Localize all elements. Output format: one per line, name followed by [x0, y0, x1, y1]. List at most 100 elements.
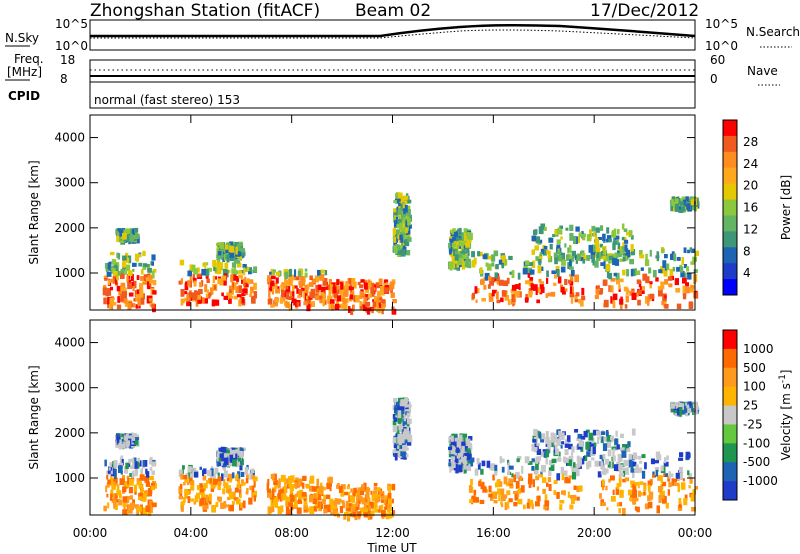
range-cell — [463, 463, 467, 470]
range-cell — [183, 497, 186, 503]
range-cell — [520, 485, 525, 493]
range-cell — [297, 479, 302, 487]
range-cell — [187, 496, 191, 504]
range-cell — [591, 225, 596, 232]
range-cell — [556, 269, 560, 277]
range-cell — [285, 496, 291, 504]
colorbar-segment — [723, 199, 737, 216]
range-cell — [279, 297, 284, 304]
range-cell — [407, 199, 412, 204]
range-cell — [616, 502, 620, 507]
range-cell — [249, 267, 252, 271]
range-cell — [391, 308, 397, 315]
range-cell — [557, 227, 561, 235]
range-cell — [235, 246, 238, 255]
range-cell — [115, 503, 118, 510]
range-cell — [639, 254, 645, 259]
range-cell — [199, 498, 204, 506]
range-cell — [576, 468, 580, 477]
range-cell — [211, 299, 215, 307]
range-cell — [675, 403, 679, 409]
range-cell — [608, 272, 613, 280]
range-cell — [612, 455, 616, 462]
range-cell — [298, 499, 302, 504]
range-cell — [299, 275, 305, 283]
range-cell — [673, 253, 677, 262]
range-cell — [116, 285, 121, 292]
range-cell — [386, 504, 392, 509]
range-cell — [546, 270, 549, 278]
range-cell — [610, 475, 615, 481]
range-cell — [551, 458, 557, 463]
range-cell — [286, 501, 290, 506]
y-tick-label: 1000 — [54, 266, 85, 280]
range-cell — [474, 468, 479, 476]
range-cell — [662, 260, 667, 268]
range-cell — [149, 467, 153, 471]
colorbar-segment — [723, 167, 737, 185]
range-cell — [121, 459, 124, 466]
range-cell — [545, 293, 548, 298]
range-cell — [302, 482, 305, 489]
range-cell — [388, 498, 392, 505]
range-cell — [469, 499, 473, 504]
range-cell — [294, 482, 298, 490]
range-cell — [613, 228, 617, 237]
range-cell — [616, 483, 620, 490]
range-cell — [625, 287, 629, 296]
range-cell — [532, 479, 535, 488]
range-cell — [560, 266, 566, 273]
range-cell — [504, 259, 508, 266]
range-cell — [561, 473, 564, 481]
range-cell — [623, 286, 628, 292]
range-cell — [151, 304, 155, 309]
range-cell — [115, 493, 118, 499]
range-cell — [129, 478, 134, 486]
range-cell — [360, 292, 364, 297]
range-cell — [178, 280, 183, 285]
range-cell — [467, 250, 470, 257]
range-cell — [342, 299, 347, 304]
range-cell — [273, 480, 278, 485]
range-cell — [349, 294, 353, 300]
range-cell — [371, 282, 375, 291]
range-cell — [488, 275, 492, 281]
range-cell — [491, 293, 495, 297]
range-cell — [679, 201, 684, 206]
range-cell — [547, 250, 551, 259]
range-cell — [134, 467, 138, 476]
range-cell — [382, 306, 385, 310]
range-cell — [385, 495, 389, 501]
range-cell — [404, 445, 408, 450]
range-cell — [228, 485, 231, 491]
range-cell — [473, 489, 477, 496]
range-cell — [610, 438, 613, 443]
range-cell — [202, 297, 205, 304]
range-cell — [569, 266, 574, 270]
range-cell — [564, 449, 569, 456]
range-cell — [140, 276, 144, 281]
range-cell — [135, 294, 140, 302]
range-cell — [611, 230, 615, 236]
range-cell — [496, 281, 500, 285]
range-cell — [336, 498, 341, 505]
range-cell — [406, 406, 412, 414]
range-cell — [120, 294, 124, 302]
range-cell — [688, 473, 692, 479]
range-cell — [690, 494, 696, 502]
range-cell — [367, 498, 370, 506]
range-cell — [324, 270, 328, 276]
range-cell — [207, 267, 212, 272]
range-cell — [137, 506, 142, 512]
range-cell — [477, 251, 481, 257]
range-cell — [189, 477, 193, 483]
range-cell — [129, 235, 135, 243]
range-cell — [136, 508, 139, 516]
range-cell — [201, 280, 204, 287]
range-cell — [224, 453, 228, 457]
range-cell — [285, 301, 290, 308]
range-cell — [596, 285, 600, 290]
range-cell — [213, 285, 217, 290]
range-cell — [360, 304, 366, 309]
range-cell — [602, 247, 605, 255]
